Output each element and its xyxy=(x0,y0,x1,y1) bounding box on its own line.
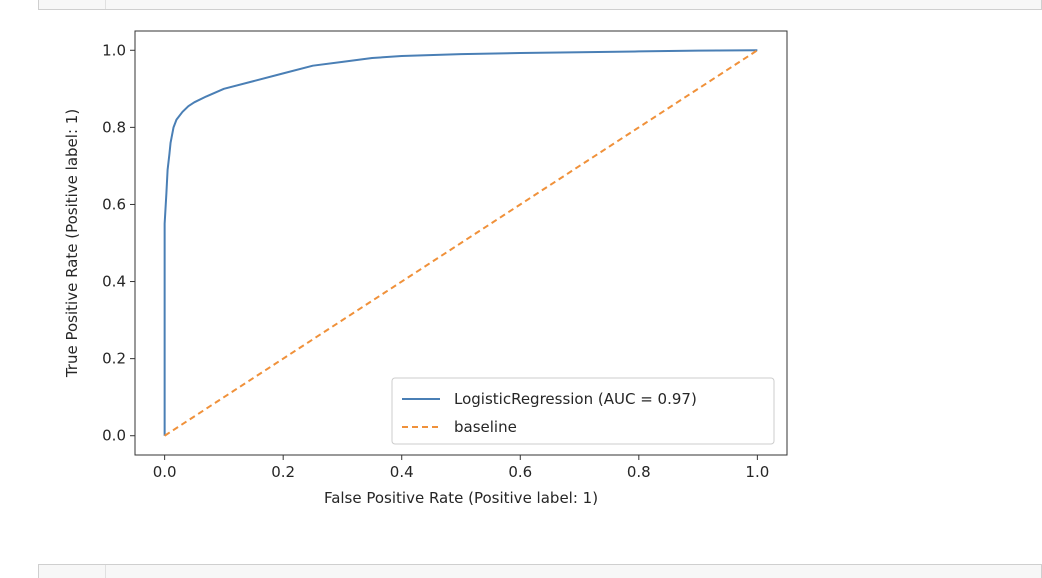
legend-box xyxy=(391,377,775,445)
y-axis-ticks: 0.0 0.2 0.4 0.6 0.8 1.0 xyxy=(102,41,135,445)
y-tick-label: 0.0 xyxy=(102,427,126,445)
x-tick-label: 0.2 xyxy=(271,463,295,481)
cell-output-area: 0.0 0.2 0.4 0.6 0.8 1.0 0.0 0.2 0.4 0.6 0.8 1.0 Fa… xyxy=(38,12,1042,562)
y-tick-label: 0.6 xyxy=(102,195,126,213)
x-tick-label: 0.0 xyxy=(153,463,177,481)
roc-curve-line xyxy=(163,49,758,436)
roc-curve-chart: 0.0 0.2 0.4 0.6 0.8 1.0 0.0 0.2 0.4 0.6 0.8 1.0 Fa… xyxy=(63,30,788,507)
x-tick-label: 0.8 xyxy=(627,463,651,481)
x-tick-label: 1.0 xyxy=(745,463,769,481)
y-tick-label: 0.4 xyxy=(102,273,126,291)
legend: LogisticRegression (AUC = 0.97) baseline xyxy=(391,377,775,445)
y-tick-label: 0.2 xyxy=(102,350,126,368)
y-tick-label: 0.8 xyxy=(102,118,126,136)
prompt-gutter xyxy=(105,565,106,578)
legend-label-baseline: baseline xyxy=(454,418,517,436)
next-cell-edge[interactable] xyxy=(38,564,1042,578)
plot-layer xyxy=(163,49,758,437)
x-axis-ticks: 0.0 0.2 0.4 0.6 0.8 1.0 xyxy=(153,455,769,481)
x-tick-label: 0.6 xyxy=(508,463,532,481)
x-tick-label: 0.4 xyxy=(390,463,414,481)
x-axis-label: False Positive Rate (Positive label: 1) xyxy=(324,489,598,507)
prompt-gutter xyxy=(105,0,106,9)
previous-cell-edge[interactable] xyxy=(38,0,1042,10)
y-axis-label: True Positive Rate (Positive label: 1) xyxy=(63,109,81,378)
baseline-line xyxy=(164,49,758,437)
axes-frame xyxy=(134,30,788,456)
legend-label-logistic-regression: LogisticRegression (AUC = 0.97) xyxy=(454,390,697,408)
y-tick-label: 1.0 xyxy=(102,41,126,59)
